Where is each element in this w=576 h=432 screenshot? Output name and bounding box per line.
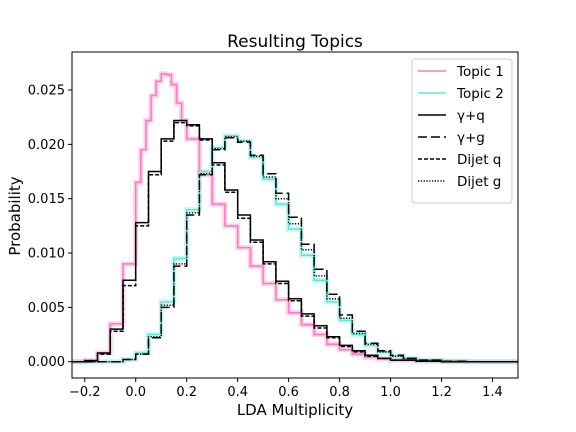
legend-label-dijet-q: Dijet q (457, 152, 501, 168)
x-tick-label: 0.0 (125, 385, 146, 400)
legend: Topic 1 Topic 2 γ+q γ+g Dijet q Dijet g (411, 58, 513, 204)
x-tick-label: −0.2 (69, 385, 101, 400)
legend-label--g: γ+g (457, 130, 485, 146)
x-tick-label: 0.2 (176, 385, 197, 400)
legend-label-dijet-g: Dijet g (457, 174, 501, 190)
y-tick-label: 0.015 (28, 192, 65, 207)
y-tick-label: 0.025 (28, 84, 65, 99)
x-tick-label: 0.8 (329, 385, 350, 400)
y-tick-label: 0.005 (28, 301, 65, 316)
x-tick-label: 1.4 (482, 385, 503, 400)
legend-box (411, 58, 513, 204)
x-axis-ticks: −0.2 0.0 0.2 0.4 0.6 0.8 1.0 1.2 1.4 (69, 378, 503, 400)
series-layer (72, 71, 518, 365)
y-axis-label: Probability (6, 176, 24, 255)
chart-title: Resulting Topics (227, 32, 363, 52)
x-tick-label: 0.6 (278, 385, 299, 400)
plot-area: −0.2 0.0 0.2 0.4 0.6 0.8 1.0 1.2 1.4 0.0000.0050… (28, 51, 519, 400)
legend-label-topic-1: Topic 1 (456, 64, 504, 80)
x-axis-label: LDA Multiplicity (237, 401, 353, 419)
y-axis-ticks: 0.000 0.005 0.010 0.015 0.020 0.025 (28, 84, 72, 370)
x-tick-label: 0.4 (227, 385, 248, 400)
legend-label-topic-2: Topic 2 (456, 86, 504, 102)
x-tick-label: 1.2 (431, 385, 452, 400)
legend-label--q: γ+q (457, 108, 485, 124)
y-tick-label: 0.010 (28, 247, 65, 262)
y-tick-label: 0.000 (28, 355, 65, 370)
x-tick-label: 1.0 (380, 385, 401, 400)
series-line-topic-2 (72, 134, 518, 363)
axes-frame (71, 51, 519, 379)
series-line-dijet-q (72, 121, 518, 363)
series-line-dijet-g (72, 136, 518, 363)
y-tick-label: 0.020 (28, 138, 65, 153)
